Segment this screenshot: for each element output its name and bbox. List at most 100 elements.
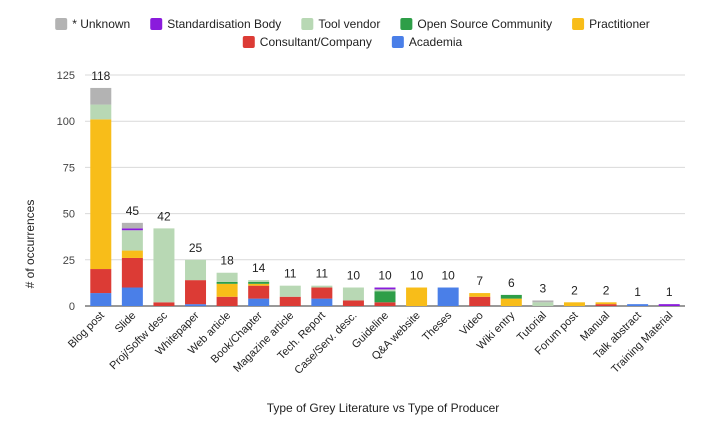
bar-segment: [216, 283, 238, 297]
bar-segment: [121, 287, 143, 306]
bar-segment: [121, 228, 143, 231]
bar-segment: [90, 104, 112, 120]
y-tick-label: 0: [69, 301, 75, 313]
legend-label: Academia: [409, 35, 463, 49]
total-label: 2: [571, 283, 578, 297]
bar-segment: [500, 298, 522, 306]
total-label: 10: [441, 269, 455, 283]
total-label: 10: [378, 269, 392, 283]
legend-swatch: [572, 18, 585, 30]
total-label: 10: [410, 269, 424, 283]
bar-segment: [121, 230, 143, 251]
bar-segment: [595, 302, 617, 305]
total-label: 2: [603, 283, 610, 297]
y-tick-label: 125: [57, 70, 75, 82]
bar-segment: [563, 302, 585, 306]
bar-segment: [279, 285, 301, 297]
x-tick-label: Theses: [420, 309, 454, 343]
x-tick-label: Video: [458, 310, 486, 338]
legend-swatch: [55, 18, 68, 30]
total-label: 1: [634, 285, 641, 299]
total-label: 11: [284, 267, 297, 281]
total-label: 7: [476, 274, 483, 288]
legend-label: Consultant/Company: [260, 35, 372, 49]
bar-segment: [311, 287, 333, 299]
total-label: 18: [220, 254, 234, 268]
legend-label: * Unknown: [72, 17, 130, 31]
x-tick-label: Slide: [113, 310, 139, 336]
total-label: 118: [91, 69, 110, 83]
total-label: 6: [508, 276, 515, 290]
bar-segment: [90, 293, 112, 306]
bar-segment: [532, 302, 554, 306]
bar-segment: [374, 289, 396, 292]
bar-segment: [185, 280, 207, 305]
bar-segment: [216, 281, 238, 284]
total-label: 10: [347, 269, 361, 283]
bar-segment: [469, 293, 491, 297]
y-tick-label: 50: [63, 209, 75, 221]
total-label: 14: [252, 261, 266, 275]
bar-segment: [532, 300, 554, 303]
bar-segment: [185, 304, 207, 306]
bar-segment: [469, 296, 491, 306]
bar-segment: [121, 222, 143, 229]
legend-swatch: [301, 18, 314, 30]
bar-segment: [311, 285, 333, 288]
legend-swatch: [150, 18, 163, 30]
legend-swatch: [391, 36, 404, 48]
bar-segment: [342, 287, 364, 301]
bars: [90, 87, 680, 306]
x-tick-label: Blog post: [66, 310, 107, 351]
legend-row: Consultant/Company Academia: [242, 35, 463, 49]
bar-segment: [658, 304, 680, 306]
bar-segment: [437, 287, 459, 306]
legend-swatch: [242, 36, 255, 48]
gridlines: [85, 74, 685, 307]
total-label: 1: [666, 285, 673, 299]
bar-segment: [311, 298, 333, 306]
bar-segment: [90, 119, 112, 270]
total-label: 25: [189, 241, 203, 255]
bar-segment: [248, 283, 270, 286]
total-label: 3: [540, 281, 547, 295]
bar-segment: [90, 269, 112, 294]
y-tick-label: 100: [57, 116, 75, 128]
legend-label: Open Source Community: [417, 17, 552, 31]
bar-segment: [248, 280, 270, 282]
bar-segment: [500, 294, 522, 299]
bar-segment: [248, 298, 270, 306]
legend-label: Tool vendor: [318, 17, 380, 31]
bar-segment: [153, 228, 175, 303]
bar-segment: [121, 257, 143, 288]
bar-segment: [153, 302, 175, 306]
total-label: 45: [126, 204, 140, 218]
total-label: 11: [316, 267, 329, 281]
y-tick-label: 75: [63, 162, 75, 174]
bar-segment: [342, 300, 364, 306]
bar-segment: [595, 304, 617, 306]
bar-segment: [121, 250, 143, 258]
bar-segment: [374, 287, 396, 290]
legend-row: * Unknown Standardisation Body Tool vendor…: [55, 17, 650, 31]
bar-segment: [374, 291, 396, 303]
y-axis-title: # of occurrences: [23, 200, 37, 289]
bar-segment: [248, 281, 270, 284]
bar-segment: [406, 287, 428, 306]
total-label: 42: [157, 209, 171, 223]
bar-segment: [248, 285, 270, 299]
bar-segment: [279, 296, 301, 306]
legend: * Unknown Standardisation Body Tool vendor…: [55, 17, 650, 49]
bar-segment: [90, 87, 112, 105]
legend-swatch: [400, 18, 413, 30]
bar-segment: [216, 272, 238, 282]
y-axis-ticks: 0 25 50 75 100 125: [57, 70, 75, 313]
legend-label: Standardisation Body: [167, 17, 281, 31]
x-axis-title: Type of Grey Literature vs Type of Produ…: [267, 401, 500, 415]
bar-segment: [216, 296, 238, 306]
bar-segment: [627, 304, 649, 306]
legend-label: Practitioner: [589, 17, 650, 31]
